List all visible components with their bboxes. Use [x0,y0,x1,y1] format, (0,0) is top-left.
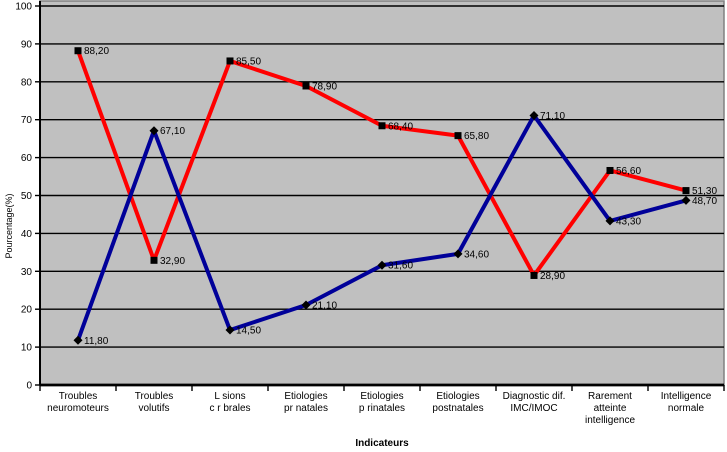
data-marker-diamond [453,249,463,259]
y-tick-label: 60 [21,153,33,164]
category-label: neuromoteurs [47,403,109,414]
category-label: atteinte [594,403,627,414]
category-label: Intelligence [661,391,712,402]
data-marker-diamond [681,195,691,205]
data-marker-diamond [605,216,615,226]
data-point-label: 43,30 [616,216,641,227]
category-label: Diagnostic dif. [503,391,566,402]
category-label: Etiologies [360,391,403,402]
data-marker-square [530,271,538,279]
data-point-label: 88,20 [84,46,109,57]
category-label: Etiologies [284,391,327,402]
y-tick-label: 80 [21,77,33,88]
y-tick-label: 90 [21,39,33,50]
data-marker-diamond [529,111,539,121]
data-marker-square [454,132,462,140]
data-marker-diamond [377,260,387,270]
data-marker-square [606,166,614,174]
y-tick-label: 20 [21,305,33,316]
category-label: c r brales [209,403,250,414]
y-tick-label: 40 [21,229,33,240]
plot-area [39,0,725,386]
category-label: postnatales [432,403,483,414]
data-point-label: 65,80 [464,131,489,142]
y-tick-label: 50 [21,191,33,202]
data-point-label: 67,10 [160,126,185,137]
data-marker-square [226,57,234,65]
y-tick-label: 30 [21,267,33,278]
category-label: p rinatales [359,403,405,414]
data-marker-square [378,122,386,130]
x-axis-title: Indicateurs [355,438,409,449]
data-point-label: 14,50 [236,326,261,337]
data-point-label: 34,60 [464,249,489,260]
y-tick-label: 100 [15,2,32,13]
data-point-label: 78,90 [312,81,337,92]
data-point-label: 48,70 [692,196,717,207]
data-marker-diamond [149,126,159,136]
data-point-label: 31,60 [388,261,413,272]
category-label: volutifs [138,403,169,414]
y-axis-title: Pourcentage(%) [4,193,14,258]
data-point-label: 28,90 [540,271,565,282]
data-marker-square [682,187,690,195]
category-label: Etiologies [436,391,479,402]
category-label: normale [668,403,705,414]
data-marker-diamond [301,300,311,310]
category-label: intelligence [585,415,635,426]
data-marker-square [74,47,82,55]
data-point-label: 85,50 [236,56,261,67]
category-label: Rarement [588,391,632,402]
y-tick-label: 0 [26,381,32,392]
data-point-label: 11,80 [84,336,109,347]
data-marker-square [302,82,310,90]
data-point-label: 56,60 [616,166,641,177]
y-tick-label: 10 [21,343,33,354]
data-point-label: 32,90 [160,256,185,267]
category-label: pr natales [284,403,328,414]
category-label: L sions [214,391,245,402]
data-marker-diamond [73,335,83,345]
data-point-label: 51,30 [692,186,717,197]
data-point-label: 68,40 [388,121,413,132]
data-point-label: 21,10 [312,301,337,312]
data-marker-diamond [225,325,235,335]
data-point-label: 71,10 [540,111,565,122]
y-tick-label: 70 [21,115,33,126]
category-label: Troubles [135,391,174,402]
data-marker-square [150,256,158,264]
category-label: IMC/IMOC [510,403,557,414]
category-label: Troubles [59,391,98,402]
